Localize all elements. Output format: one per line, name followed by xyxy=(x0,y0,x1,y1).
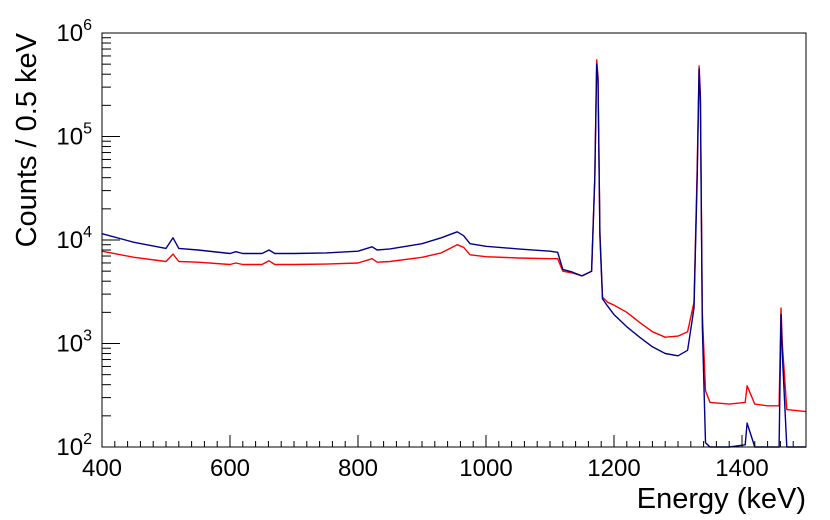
y-tick-exponent: 6 xyxy=(83,17,92,34)
y-tick-exponent: 5 xyxy=(83,121,92,138)
x-tick-label: 800 xyxy=(338,455,378,482)
x-tick-label: 1200 xyxy=(587,455,640,482)
plot-frame xyxy=(101,32,807,448)
y-tick-label: 103 xyxy=(56,328,92,358)
y-tick-base: 10 xyxy=(56,227,83,254)
y-tick-exponent: 2 xyxy=(83,431,92,448)
y-tick-base: 10 xyxy=(56,124,83,151)
y-tick-base: 10 xyxy=(56,331,83,358)
y-tick-label: 105 xyxy=(56,121,92,151)
x-tick-label: 1400 xyxy=(715,455,768,482)
y-tick-base: 10 xyxy=(56,434,83,461)
x-tick-label: 600 xyxy=(210,455,250,482)
y-tick-exponent: 4 xyxy=(83,224,92,241)
y-tick-label: 104 xyxy=(56,224,92,254)
x-tick-label: 1000 xyxy=(459,455,512,482)
y-tick-label: 102 xyxy=(56,431,92,461)
x-tick-label: 400 xyxy=(82,455,122,482)
y-axis-title: Counts / 0.5 keV xyxy=(11,32,43,247)
y-tick-label: 106 xyxy=(56,17,92,47)
y-tick-exponent: 3 xyxy=(83,328,92,345)
x-axis-title: Energy (keV) xyxy=(637,483,806,515)
y-tick-base: 10 xyxy=(56,20,83,47)
